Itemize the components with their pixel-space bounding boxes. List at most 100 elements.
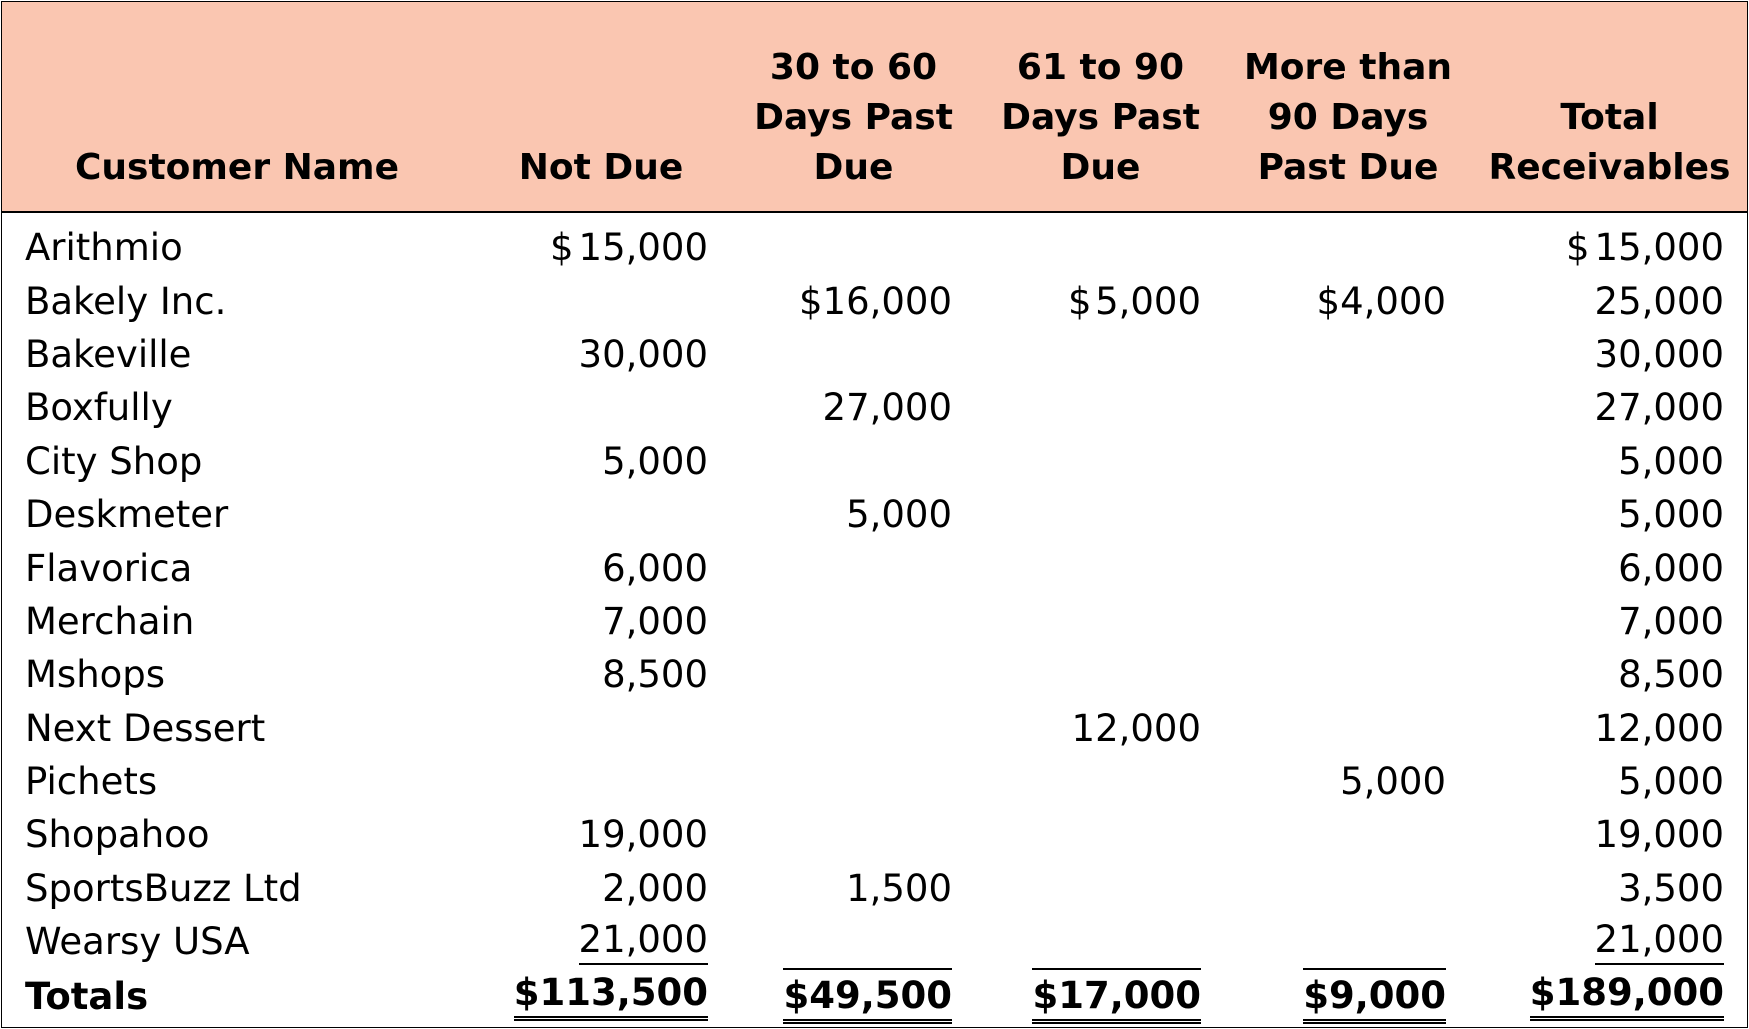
total-amount: $15,000 [1566,226,1724,270]
total-amount: 5,000 [1618,760,1724,804]
over-90-amount [1224,862,1472,915]
over-90-amount [1224,488,1472,541]
over-90-amount [1224,595,1472,648]
table-row: Next Dessert 12,000 12,000 [2,702,1747,755]
header-61-to-90-days: 61 to 90 Days Past Due [977,2,1224,213]
not-due-amount [472,274,730,327]
not-due-amount: 6,000 [602,546,708,590]
table-row: Shopahoo 19,000 19,000 [2,808,1747,861]
table-row: Arithmio $15,000 $15,000 [2,212,1747,274]
days-61-90-amount [977,915,1224,968]
total-amount: 21,000 [1594,918,1724,966]
total-amount: 27,000 [1594,386,1724,430]
total-over-90: $9,000 [1303,968,1446,1025]
totals-label: Totals [25,974,149,1018]
days-30-60-amount: 27,000 [822,386,952,430]
total-amount: 6,000 [1618,546,1724,590]
total-amount: 8,500 [1618,653,1724,697]
over-90-amount [1224,381,1472,434]
over-90-amount [1224,702,1472,755]
grand-total-receivables: $189,000 [1529,971,1724,1022]
total-amount: 5,000 [1618,439,1724,483]
days-30-60-amount [730,915,977,968]
currency-symbol: $ [550,226,574,270]
not-due-amount: 8,500 [602,653,708,697]
over-90-amount: $4,000 [1316,279,1446,323]
table-row: City Shop 5,000 5,000 [2,435,1747,488]
total-not-due: $113,500 [513,971,708,1022]
table-body: Arithmio $15,000 $15,000 Bakely Inc. $16… [2,212,1747,1025]
total-amount: 7,000 [1618,599,1724,643]
days-30-60-amount [730,648,977,701]
not-due-amount [472,488,730,541]
customer-name: SportsBuzz Ltd [25,866,302,910]
days-61-90-amount: 12,000 [1071,706,1201,750]
days-30-60-amount [730,541,977,594]
days-30-60-amount [730,755,977,808]
days-30-60-amount [730,808,977,861]
days-61-90-amount [977,381,1224,434]
customer-name: City Shop [25,439,203,483]
customer-name: Deskmeter [25,493,229,537]
not-due-amount [472,755,730,808]
days-61-90-amount [977,435,1224,488]
days-30-60-amount [730,212,977,274]
days-61-90-amount [977,328,1224,381]
currency-symbol: $ [1566,226,1590,270]
customer-name: Next Dessert [25,706,266,750]
days-61-90-amount [977,648,1224,701]
days-30-60-amount [730,702,977,755]
not-due-amount: 21,000 [578,918,708,966]
header-not-due: Not Due [472,2,730,213]
customer-name: Arithmio [25,226,183,270]
days-61-90-amount: $5,000 [1068,279,1201,323]
table-row: Merchain 7,000 7,000 [2,595,1747,648]
total-days-30-60: $49,500 [783,968,952,1025]
days-61-90-amount [977,808,1224,861]
customer-name: Boxfully [25,386,173,430]
days-61-90-amount [977,755,1224,808]
days-61-90-amount [977,541,1224,594]
over-90-amount [1224,328,1472,381]
customer-name: Bakely Inc. [25,279,227,323]
days-30-60-amount: 1,500 [846,866,952,910]
total-amount: 5,000 [1618,493,1724,537]
customer-name: Pichets [25,760,158,804]
table-row: Mshops 8,500 8,500 [2,648,1747,701]
customer-name: Bakeville [25,332,192,376]
not-due-amount: 30,000 [578,332,708,376]
days-30-60-amount [730,595,977,648]
customer-name: Merchain [25,599,195,643]
header-more-than-90-days: More than 90 Days Past Due [1224,2,1472,213]
over-90-amount [1224,915,1472,968]
over-90-amount [1224,212,1472,274]
days-30-60-amount: $16,000 [798,279,952,323]
not-due-amount [472,702,730,755]
days-30-60-amount [730,435,977,488]
not-due-amount: 19,000 [578,813,708,857]
total-amount: 3,500 [1618,866,1724,910]
header-total-receivables: Total Receivables [1472,2,1747,213]
not-due-amount [472,381,730,434]
not-due-amount: 5,000 [602,439,708,483]
customer-name: Shopahoo [25,813,210,857]
total-amount: 19,000 [1594,813,1724,857]
over-90-amount: 5,000 [1340,760,1446,804]
totals-row: Totals $113,500 $49,500 $17,000 $9,000 $… [2,968,1747,1025]
over-90-amount [1224,808,1472,861]
currency-symbol: $ [1068,279,1092,323]
header-customer-name: Customer Name [2,2,472,213]
days-61-90-amount [977,862,1224,915]
days-61-90-amount [977,595,1224,648]
days-61-90-amount [977,488,1224,541]
customer-name: Mshops [25,653,166,697]
customer-name: Wearsy USA [25,920,250,964]
not-due-amount: 2,000 [602,866,708,910]
table-row: Deskmeter 5,000 5,000 [2,488,1747,541]
total-amount: 30,000 [1594,332,1724,376]
table-row: Bakeville 30,000 30,000 [2,328,1747,381]
table-row: Boxfully 27,000 27,000 [2,381,1747,434]
table-row: SportsBuzz Ltd 2,000 1,500 3,500 [2,862,1747,915]
